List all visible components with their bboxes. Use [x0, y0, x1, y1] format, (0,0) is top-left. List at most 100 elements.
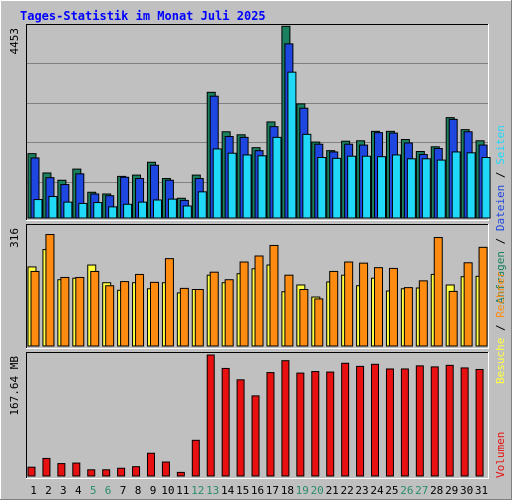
bar-seiten-day-6 [108, 206, 118, 219]
day-label-25: 25 [385, 484, 398, 497]
bar-rechner-day-27 [418, 280, 428, 347]
bar-rechner-day-4 [75, 276, 85, 347]
day-label-14: 14 [221, 484, 235, 497]
legend-item-besuche: Besuche [494, 338, 507, 384]
bar-volumen-day-18 [281, 360, 290, 477]
bar-volumen-day-15 [236, 379, 245, 477]
day-label-12: 12 [191, 484, 204, 497]
bar-rechner-day-2 [45, 234, 55, 347]
day-label-15: 15 [236, 484, 249, 497]
bar-seiten-day-14 [227, 152, 237, 219]
day-label-5: 5 [90, 484, 97, 497]
day-label-6: 6 [105, 484, 112, 497]
bar-volumen-day-28 [430, 366, 439, 477]
day-label-19: 19 [296, 484, 309, 497]
day-label-30: 30 [460, 484, 473, 497]
bar-volumen-day-23 [356, 365, 365, 477]
bar-volumen-day-22 [341, 362, 350, 477]
day-label-28: 28 [430, 484, 443, 497]
bar-volumen-day-14 [221, 367, 230, 477]
legend-separator: / [494, 318, 507, 338]
y-max-label-volume: 167.64 MB [8, 356, 21, 416]
legend-separator: / [494, 231, 507, 251]
bar-rechner-day-30 [463, 262, 473, 347]
legend-item-rechner: Rechner [494, 271, 507, 318]
bar-rechner-day-1 [30, 270, 40, 347]
bar-volumen-day-1 [27, 466, 36, 477]
bar-seiten-day-18 [287, 71, 297, 219]
bar-seiten-day-10 [167, 198, 177, 219]
bar-seiten-day-9 [152, 199, 162, 219]
day-label-10: 10 [161, 484, 174, 497]
bar-seiten-day-29 [451, 151, 461, 219]
bar-seiten-day-30 [466, 152, 476, 219]
bar-volumen-day-17 [266, 372, 275, 477]
bar-rechner-day-23 [359, 262, 369, 347]
day-label-11: 11 [176, 484, 189, 497]
bar-rechner-day-17 [269, 244, 279, 347]
visits-panel [26, 224, 489, 349]
bar-rechner-day-25 [388, 267, 398, 347]
x-axis-day-labels: 1 2 3 4 5 6 7 8 9 10 11 12 13 14 15 16 17 18 19 20 21 22 23 24 2… [30, 484, 488, 497]
day-label-2: 2 [45, 484, 52, 497]
day-label-3: 3 [60, 484, 67, 497]
bar-rechner-day-9 [149, 281, 159, 347]
bar-seiten-day-28 [436, 159, 446, 219]
legend-separator: / [494, 165, 507, 185]
bar-seiten-day-23 [362, 155, 372, 219]
day-label-7: 7 [120, 484, 127, 497]
requests-panel [26, 24, 491, 221]
day-label-17: 17 [266, 484, 279, 497]
legend: Anfragen / Dateien / Seiten Besuche / Re… [494, 125, 507, 478]
day-label-26: 26 [400, 484, 413, 497]
day-label-24: 24 [370, 484, 384, 497]
bar-seiten-day-1 [33, 199, 43, 219]
bar-rechner-day-3 [60, 276, 70, 347]
day-label-9: 9 [150, 484, 157, 497]
bar-rechner-day-13 [209, 271, 219, 347]
volume-panel [26, 352, 489, 479]
bar-seiten-day-20 [317, 157, 327, 219]
bar-rechner-day-20 [314, 298, 324, 347]
bar-volumen-day-19 [296, 372, 305, 477]
bar-seiten-day-24 [377, 156, 387, 219]
day-label-31: 31 [475, 484, 488, 497]
bar-volumen-day-16 [251, 395, 260, 477]
bar-seiten-day-2 [48, 196, 58, 219]
bar-seiten-day-16 [257, 155, 267, 219]
bar-seiten-day-13 [212, 148, 222, 219]
bar-seiten-day-8 [138, 201, 148, 219]
legend-item-volumen: Volumen [494, 432, 507, 478]
y-max-label-visits: 316 [8, 228, 21, 248]
bar-rechner-day-19 [299, 289, 309, 347]
bar-volumen-day-6 [102, 469, 111, 477]
legend-item-dateien: Dateien [494, 185, 507, 231]
bar-rechner-day-10 [164, 258, 174, 347]
day-label-1: 1 [30, 484, 37, 497]
day-label-18: 18 [281, 484, 294, 497]
bar-rechner-day-7 [120, 281, 130, 347]
bar-seiten-day-11 [182, 205, 192, 219]
day-label-20: 20 [311, 484, 324, 497]
bar-seiten-day-3 [63, 201, 73, 219]
bar-rechner-day-24 [374, 267, 384, 347]
bar-volumen-day-24 [371, 363, 380, 477]
bar-volumen-day-29 [445, 364, 454, 477]
bar-volumen-day-7 [117, 467, 126, 477]
y-max-label-requests: 4453 [8, 28, 21, 55]
day-label-4: 4 [75, 484, 82, 497]
bar-volumen-day-8 [132, 466, 141, 477]
legend-visits: Besuche / Rechner [494, 271, 507, 384]
chart-title: Tages-Statistik im Monat Juli 2025 [20, 9, 266, 23]
bar-volumen-day-10 [161, 461, 170, 477]
day-label-16: 16 [251, 484, 264, 497]
bar-rechner-day-29 [448, 290, 458, 347]
bar-seiten-day-17 [272, 136, 282, 219]
bar-volumen-day-5 [87, 469, 96, 477]
bar-volumen-day-11 [176, 471, 185, 477]
y-axis-labels: 4453 316 167.64 MB [8, 28, 21, 416]
bar-rechner-day-28 [433, 237, 443, 347]
bar-rechner-day-15 [239, 261, 249, 347]
legend-volume: Volumen [494, 432, 507, 478]
bar-seiten-day-19 [302, 133, 312, 219]
